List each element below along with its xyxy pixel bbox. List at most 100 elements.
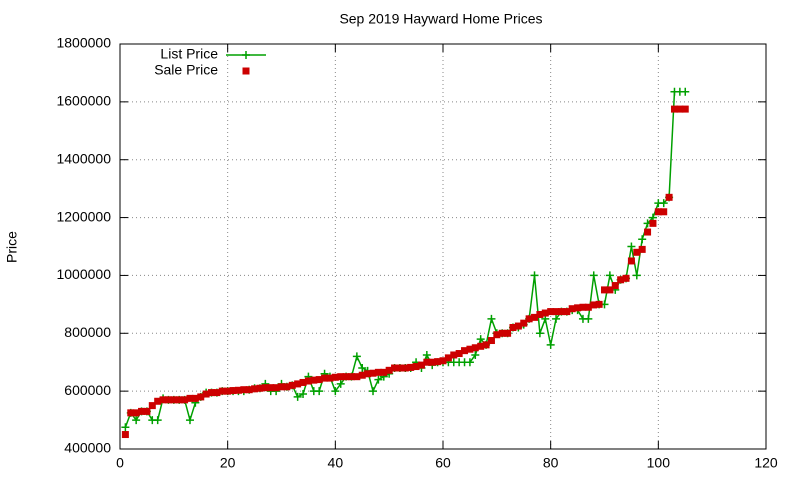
x-tick-label: 80 (543, 455, 559, 471)
data-point (352, 352, 361, 361)
data-point (487, 337, 495, 345)
plot-border (119, 43, 767, 450)
data-point (471, 344, 479, 352)
data-point (164, 396, 172, 404)
x-tick-label: 20 (220, 455, 236, 471)
data-point (132, 416, 141, 425)
data-point (530, 271, 539, 280)
data-point (654, 208, 662, 216)
data-point (153, 416, 162, 425)
data-point (326, 374, 334, 382)
data-point (546, 340, 555, 349)
legend-marker (242, 67, 250, 75)
data-point (267, 384, 275, 392)
data-point (181, 396, 189, 404)
data-point (208, 389, 216, 397)
data-point (224, 387, 232, 395)
y-tick-label: 1600000 (56, 93, 111, 109)
data-point (423, 358, 431, 366)
x-tick-label: 40 (328, 455, 344, 471)
legend-label: Sale Price (154, 62, 218, 78)
y-tick-label: 1800000 (56, 35, 111, 51)
data-point (617, 276, 625, 284)
data-point (622, 274, 630, 282)
data-point (175, 396, 183, 404)
data-point (336, 379, 345, 388)
data-point (358, 364, 367, 372)
data-point (439, 357, 447, 365)
data-point (574, 304, 582, 312)
data-point (579, 303, 587, 311)
data-point (638, 245, 646, 253)
data-point (563, 308, 571, 316)
data-point (293, 392, 302, 401)
data-point (240, 386, 248, 394)
data-point (396, 364, 404, 372)
data-point (353, 373, 361, 381)
data-point (127, 409, 135, 417)
data-point (132, 409, 140, 417)
data-point (493, 331, 501, 339)
chart-title: Sep 2019 Hayward Home Prices (339, 11, 542, 27)
data-point (299, 390, 308, 399)
data-point (660, 208, 668, 216)
data-point (444, 354, 452, 362)
data-point (315, 387, 324, 396)
data-point (154, 397, 162, 405)
y-tick-label: 1200000 (56, 208, 111, 224)
data-point (229, 387, 237, 395)
data-point (589, 271, 598, 280)
data-point (681, 87, 690, 96)
data-point (455, 350, 463, 358)
y-axis-label: Price (4, 231, 20, 263)
data-point (321, 374, 329, 382)
data-point (121, 423, 130, 432)
data-point (450, 351, 458, 359)
data-point (364, 370, 372, 378)
data-point (191, 394, 199, 402)
data-point (584, 314, 593, 323)
data-point (374, 368, 382, 376)
data-point (358, 371, 366, 379)
data-point (627, 242, 636, 251)
data-point (121, 431, 129, 439)
data-point (547, 308, 555, 316)
data-point (482, 341, 490, 349)
data-point (310, 376, 318, 384)
data-point (401, 364, 409, 372)
data-point (186, 394, 194, 402)
data-point (331, 387, 340, 396)
data-point (476, 335, 485, 344)
data-point (417, 361, 425, 369)
y-tick-label: 1000000 (56, 266, 111, 282)
data-point (649, 219, 657, 227)
data-point (347, 373, 355, 381)
data-point (422, 350, 431, 359)
data-point (434, 358, 442, 366)
data-point (202, 390, 210, 398)
x-tick-label: 120 (754, 455, 778, 471)
data-point (670, 105, 678, 113)
data-point (256, 384, 264, 392)
data-point (143, 407, 151, 415)
data-point (170, 396, 178, 404)
data-point (525, 315, 533, 323)
data-point (412, 363, 420, 371)
series-line (124, 90, 686, 428)
y-tick-label: 400000 (64, 440, 111, 456)
data-point (606, 286, 614, 294)
data-point (477, 342, 485, 350)
data-point (627, 257, 635, 265)
y-tick-label: 800000 (64, 324, 111, 340)
data-point (245, 386, 253, 394)
y-tick-label: 600000 (64, 382, 111, 398)
data-point (315, 376, 323, 384)
data-point (541, 309, 549, 317)
data-point (337, 373, 345, 381)
data-point (428, 358, 436, 366)
data-point (197, 393, 205, 401)
data-point (185, 416, 194, 425)
data-point (466, 345, 474, 353)
data-point (272, 384, 280, 392)
data-point (407, 363, 415, 371)
